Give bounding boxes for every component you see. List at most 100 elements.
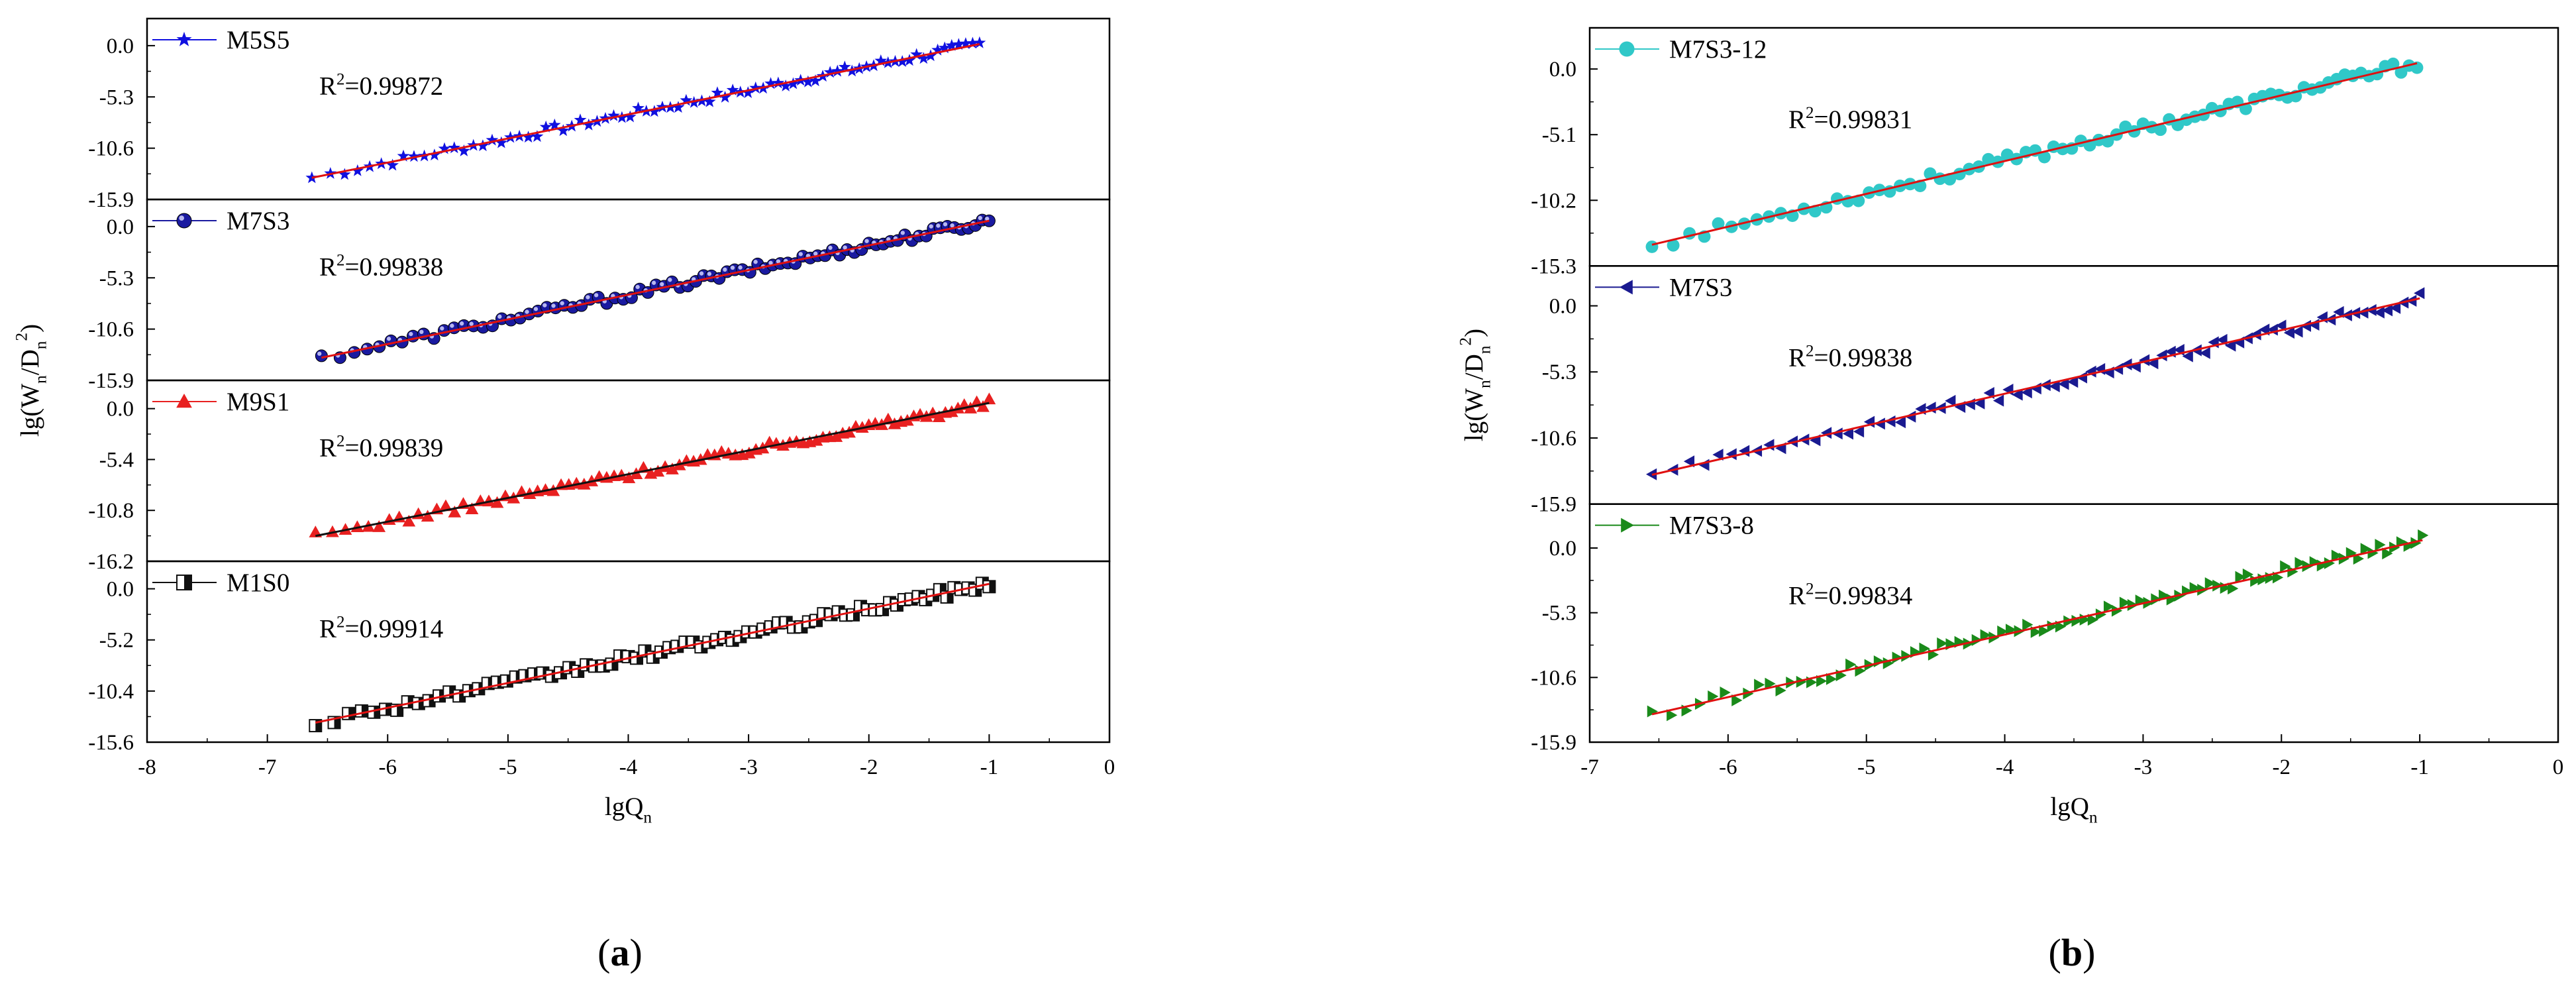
y-tick-label: 0.0 bbox=[1549, 58, 1576, 82]
data-point bbox=[531, 130, 544, 142]
data-point bbox=[2382, 547, 2393, 560]
legend-label: M7S3-12 bbox=[1669, 35, 1767, 64]
fit-line bbox=[1651, 62, 2418, 246]
data-point bbox=[2267, 323, 2278, 336]
data-point bbox=[1726, 448, 1737, 461]
legend: M7S3 bbox=[1595, 273, 1732, 302]
data-point bbox=[2280, 560, 2291, 573]
data-point bbox=[2410, 537, 2422, 549]
data-point bbox=[1683, 455, 1695, 468]
data-point bbox=[1982, 152, 1995, 166]
x-tick-label: -5 bbox=[499, 755, 517, 779]
data-point bbox=[1667, 709, 1678, 722]
panel-m9s1: 0.0 -5.4 -10.8 -16.2 M9S1 R2=0.99839 bbox=[88, 379, 1111, 574]
data-point bbox=[607, 109, 620, 121]
data-point bbox=[787, 77, 799, 89]
data-point bbox=[2287, 565, 2298, 578]
data-point bbox=[2085, 365, 2096, 378]
data-point bbox=[448, 506, 462, 518]
data-point bbox=[945, 38, 958, 51]
legend-marker bbox=[1619, 41, 1635, 57]
data-point bbox=[2087, 614, 2099, 626]
chart-b: 0.0 -5.1 -10.2 -15.3 M7S3-12 R2=0.99831 0.0 -5.… bbox=[1456, 27, 2564, 827]
data-point bbox=[680, 93, 693, 106]
y-tick-label: -5.1 bbox=[1542, 123, 1576, 147]
data-points bbox=[309, 577, 996, 733]
data-point bbox=[2128, 125, 2141, 138]
y-tick-label: -15.9 bbox=[88, 188, 134, 212]
data-point bbox=[917, 52, 930, 64]
y-axis-title: lg(Wn/Dn2) bbox=[1456, 329, 1494, 441]
data-point bbox=[2235, 571, 2246, 583]
legend-marker bbox=[176, 213, 192, 229]
r2-annotation: R2=0.99838 bbox=[319, 252, 443, 282]
data-point bbox=[2324, 557, 2336, 569]
fit-line bbox=[1651, 297, 2420, 476]
data-point bbox=[2294, 557, 2306, 569]
x-tick-label: -7 bbox=[258, 755, 277, 779]
data-point bbox=[2121, 358, 2132, 370]
data-point bbox=[801, 75, 815, 87]
data-point bbox=[1698, 459, 1710, 471]
data-point bbox=[407, 150, 421, 162]
data-point bbox=[741, 86, 754, 98]
data-point bbox=[1786, 435, 1798, 448]
y-tick-label: -5.4 bbox=[99, 448, 134, 472]
data-point bbox=[2250, 328, 2261, 341]
data-point bbox=[324, 167, 337, 179]
data-point bbox=[838, 60, 851, 73]
y-tick-label: -5.3 bbox=[1542, 360, 1576, 384]
y-tick-label: 0.0 bbox=[107, 215, 134, 239]
y-tick-label: -15.9 bbox=[1531, 493, 1576, 517]
data-point bbox=[1937, 637, 1948, 649]
data-point bbox=[1842, 427, 1853, 440]
x-tick-label: 0 bbox=[2553, 755, 2564, 779]
x-tick-label: -4 bbox=[619, 755, 638, 779]
data-point bbox=[2095, 608, 2107, 621]
data-point bbox=[2331, 549, 2343, 562]
data-point bbox=[2239, 102, 2252, 115]
data-point bbox=[486, 133, 499, 146]
panel-m7s3-12: 0.0 -5.1 -10.2 -15.3 M7S3-12 R2=0.99831 bbox=[1531, 27, 2559, 278]
data-point bbox=[2058, 378, 2069, 390]
legend-marker bbox=[1621, 518, 1634, 533]
data-point bbox=[2214, 105, 2227, 117]
data-point bbox=[338, 168, 351, 180]
y-tick-label: -15.3 bbox=[1531, 254, 1576, 278]
data-point bbox=[556, 124, 570, 137]
data-point bbox=[2292, 325, 2303, 338]
data-point bbox=[982, 580, 996, 594]
data-points bbox=[1645, 57, 2424, 253]
chart-a: 0.0 -5.3 -10.6 -15.9 M5S5 R2=0.99872 0.0 -5.3 -1… bbox=[12, 17, 1115, 827]
data-point bbox=[1997, 625, 2008, 637]
data-point bbox=[896, 55, 909, 67]
x-axis-title: lgQn bbox=[605, 793, 652, 827]
data-point bbox=[823, 66, 837, 78]
data-point bbox=[2049, 380, 2060, 392]
data-point bbox=[1765, 677, 1776, 690]
data-point bbox=[976, 400, 990, 412]
data-point bbox=[1874, 417, 1885, 430]
data-point bbox=[2367, 547, 2379, 559]
data-point bbox=[2154, 123, 2167, 137]
data-point bbox=[1980, 629, 1991, 641]
y-tick-label: -10.6 bbox=[88, 137, 134, 161]
data-point bbox=[490, 496, 504, 508]
caption-b: (b) bbox=[2049, 931, 2096, 974]
x-axis-title: lgQn bbox=[2050, 793, 2098, 827]
data-point bbox=[476, 139, 489, 152]
panel-m1s0: 0.0 -5.2 -10.4 -15.6 M1S0 R2=0.99914 bbox=[88, 560, 1111, 755]
legend-label: M7S3 bbox=[227, 207, 289, 235]
legend-label: M7S3 bbox=[1669, 273, 1732, 302]
data-point bbox=[1924, 167, 1937, 180]
data-point bbox=[1712, 217, 1725, 230]
data-point bbox=[1796, 675, 1807, 688]
data-point bbox=[2000, 148, 2014, 162]
data-point bbox=[539, 120, 552, 133]
data-point bbox=[623, 110, 637, 123]
data-point bbox=[402, 514, 416, 527]
data-point bbox=[548, 118, 561, 131]
data-point bbox=[1754, 679, 1765, 691]
y-tick-label: -10.4 bbox=[88, 680, 134, 704]
data-point bbox=[2189, 582, 2200, 594]
